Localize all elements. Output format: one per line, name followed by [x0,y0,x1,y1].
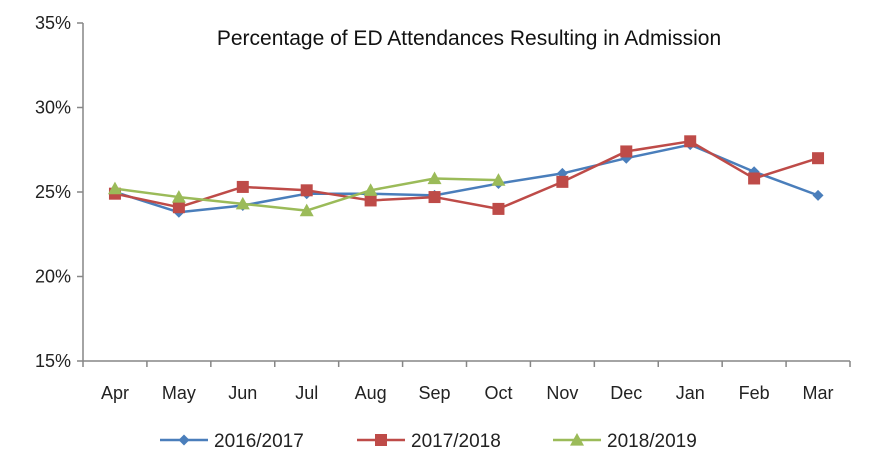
data-point [748,172,761,185]
x-tick-label: Apr [101,383,129,403]
x-tick-label: Sep [419,383,451,403]
data-point [363,183,378,196]
y-tick-label: 20% [35,267,71,287]
x-tick-label: Nov [546,383,578,403]
chart-legend: 2016/2017 2017/2018 2018/2019 [160,431,697,452]
data-point [684,135,697,148]
legend-item-2: 2018/2019 [553,431,697,452]
y-tick-label: 35% [35,13,71,33]
y-tick-label: 30% [35,98,71,118]
data-point [236,180,249,193]
x-tick-label: Jul [295,383,318,403]
chart-title: Percentage of ED Attendances Resulting i… [217,27,721,50]
data-point [428,191,441,204]
legend-label: 2017/2018 [411,431,501,452]
x-tick-label: Jan [676,383,705,403]
legend-item-1: 2017/2018 [357,431,501,452]
legend-label: 2016/2017 [214,431,304,452]
x-tick-label: May [162,383,196,403]
data-point [491,173,506,186]
series-2 [107,171,506,217]
y-tick-label: 25% [35,182,71,202]
data-point [299,203,314,217]
x-tick-label: Mar [803,383,834,403]
y-tick-label: 15% [35,351,71,371]
data-point [620,145,633,158]
data-point [812,152,825,165]
x-tick-label: Dec [610,383,642,403]
data-point [556,175,569,188]
chart-axes: 15% 20% 25% 30% 35% Apr May Jun Jul Aug Sep Oct Nov D… [35,13,851,403]
data-point [107,181,122,195]
data-point [235,196,250,210]
x-tick-label: Aug [355,383,387,403]
data-point [812,189,824,201]
data-point [364,194,377,207]
data-point [172,201,185,214]
legend-label: 2018/2019 [607,431,697,452]
data-point [171,190,186,203]
legend-item-0: 2016/2017 [160,431,304,452]
data-point [300,184,313,197]
series-1 [108,135,825,215]
legend-marker [570,433,584,446]
legend-marker [178,434,190,446]
x-tick-label: Oct [484,383,512,403]
x-tick-label: Feb [739,383,770,403]
chart-series [107,135,825,218]
data-point [427,171,442,185]
series-line [114,143,819,214]
series-line [114,140,819,211]
legend-marker [375,434,387,446]
x-tick-label: Jun [228,383,257,403]
data-point [492,202,505,215]
